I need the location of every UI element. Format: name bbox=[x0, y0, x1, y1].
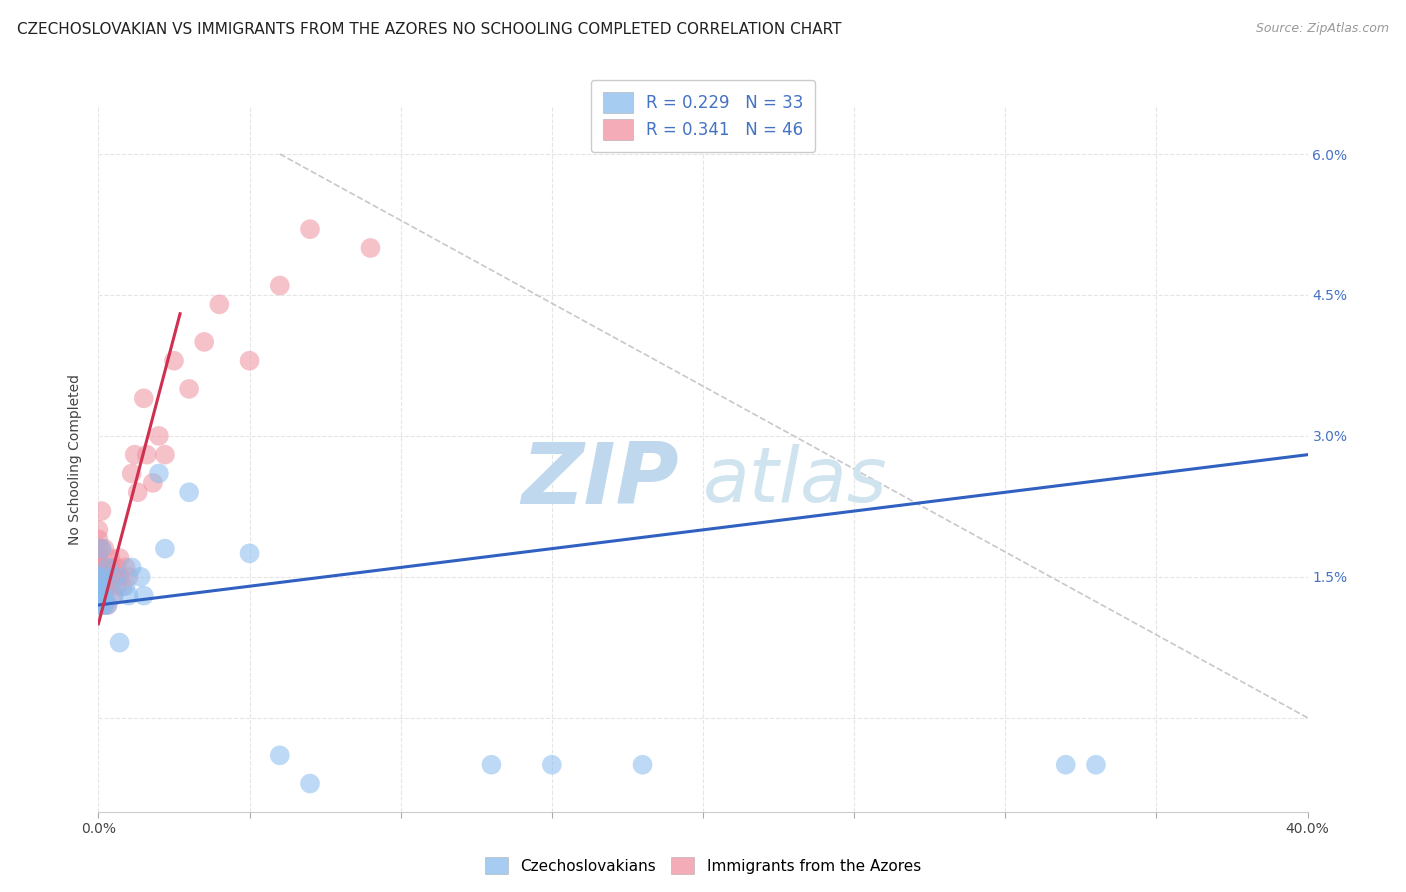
Point bbox=[540, 757, 562, 772]
Point bbox=[481, 757, 503, 772]
Point bbox=[1054, 757, 1077, 772]
Point bbox=[153, 448, 176, 462]
Point bbox=[93, 598, 115, 612]
Point bbox=[105, 560, 128, 574]
Legend: R = 0.229   N = 33, R = 0.341   N = 46: R = 0.229 N = 33, R = 0.341 N = 46 bbox=[591, 80, 815, 153]
Point bbox=[100, 560, 122, 574]
Point bbox=[121, 467, 143, 481]
Point bbox=[299, 222, 322, 236]
Point bbox=[87, 523, 110, 537]
Point bbox=[132, 392, 155, 406]
Point bbox=[239, 353, 262, 368]
Point bbox=[118, 589, 141, 603]
Point bbox=[90, 589, 112, 603]
Point bbox=[1085, 757, 1108, 772]
Point bbox=[90, 560, 112, 574]
Point bbox=[87, 551, 110, 566]
Point bbox=[135, 448, 157, 462]
Point bbox=[96, 598, 118, 612]
Point bbox=[90, 504, 112, 518]
Point bbox=[87, 598, 110, 612]
Point bbox=[96, 598, 118, 612]
Point bbox=[127, 485, 149, 500]
Point bbox=[96, 579, 118, 593]
Point bbox=[103, 589, 125, 603]
Point bbox=[93, 541, 115, 556]
Point bbox=[142, 475, 165, 490]
Point bbox=[87, 598, 110, 612]
Point bbox=[193, 334, 215, 349]
Text: ZIP: ZIP bbox=[522, 439, 679, 522]
Text: Source: ZipAtlas.com: Source: ZipAtlas.com bbox=[1256, 22, 1389, 36]
Point bbox=[105, 570, 128, 584]
Point bbox=[100, 551, 122, 566]
Point bbox=[87, 589, 110, 603]
Point bbox=[153, 541, 176, 556]
Point bbox=[90, 570, 112, 584]
Point bbox=[269, 748, 291, 763]
Point bbox=[163, 353, 186, 368]
Legend: Czechoslovakians, Immigrants from the Azores: Czechoslovakians, Immigrants from the Az… bbox=[479, 851, 927, 880]
Point bbox=[114, 579, 136, 593]
Point bbox=[105, 579, 128, 593]
Point bbox=[132, 589, 155, 603]
Point bbox=[129, 570, 152, 584]
Point bbox=[121, 560, 143, 574]
Point bbox=[87, 570, 110, 584]
Point bbox=[90, 541, 112, 556]
Point bbox=[93, 598, 115, 612]
Point bbox=[87, 579, 110, 593]
Point bbox=[208, 297, 231, 311]
Point bbox=[87, 533, 110, 547]
Point bbox=[148, 429, 170, 443]
Point bbox=[269, 278, 291, 293]
Point bbox=[114, 560, 136, 574]
Text: atlas: atlas bbox=[703, 443, 887, 517]
Point bbox=[148, 467, 170, 481]
Point bbox=[93, 579, 115, 593]
Point bbox=[87, 579, 110, 593]
Point bbox=[299, 776, 322, 790]
Point bbox=[90, 589, 112, 603]
Point bbox=[96, 570, 118, 584]
Text: CZECHOSLOVAKIAN VS IMMIGRANTS FROM THE AZORES NO SCHOOLING COMPLETED CORRELATION: CZECHOSLOVAKIAN VS IMMIGRANTS FROM THE A… bbox=[17, 22, 841, 37]
Point bbox=[103, 570, 125, 584]
Point bbox=[108, 635, 131, 649]
Point bbox=[239, 546, 262, 560]
Point bbox=[90, 541, 112, 556]
Point bbox=[118, 570, 141, 584]
Point bbox=[108, 551, 131, 566]
Point bbox=[631, 757, 654, 772]
Point bbox=[179, 382, 201, 396]
Point bbox=[111, 579, 134, 593]
Point bbox=[87, 560, 110, 574]
Point bbox=[93, 570, 115, 584]
Point bbox=[93, 560, 115, 574]
Y-axis label: No Schooling Completed: No Schooling Completed bbox=[69, 374, 83, 545]
Point bbox=[87, 583, 110, 598]
Point bbox=[93, 589, 115, 603]
Point bbox=[108, 570, 131, 584]
Point bbox=[87, 541, 110, 556]
Point bbox=[96, 560, 118, 574]
Point bbox=[90, 598, 112, 612]
Point bbox=[360, 241, 382, 255]
Point bbox=[103, 589, 125, 603]
Point bbox=[124, 448, 146, 462]
Point bbox=[90, 574, 112, 589]
Point bbox=[179, 485, 201, 500]
